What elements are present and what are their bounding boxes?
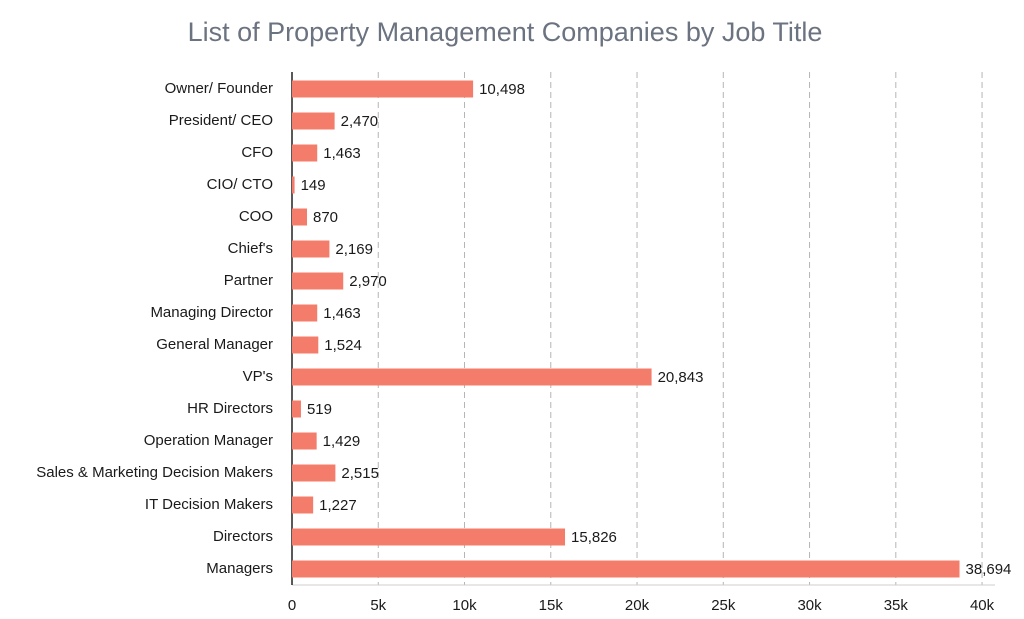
bar [292,464,336,482]
x-tick-label: 10k [452,597,477,614]
data-label: 1,227 [319,497,357,514]
y-tick-label: CFO [241,144,273,161]
data-label: 870 [313,209,338,226]
y-tick-label: President/ CEO [169,112,273,129]
x-tick-label: 0 [288,597,296,614]
data-label: 2,515 [341,465,379,482]
x-tick-label: 40k [970,597,995,614]
y-tick-label: Managing Director [150,304,273,321]
bar [292,528,566,546]
x-tick-label: 25k [711,597,736,614]
bar [292,400,301,418]
bar [292,176,295,194]
y-tick-label: Operation Manager [144,432,273,449]
data-label: 1,429 [323,433,361,450]
x-tick-label: 15k [539,597,564,614]
bar [292,560,960,578]
y-tick-label: Owner/ Founder [165,80,273,97]
y-tick-label: Partner [224,272,273,289]
data-label: 1,463 [323,305,361,322]
data-label: 1,524 [324,337,362,354]
data-label: 2,970 [349,273,387,290]
data-label: 38,694 [966,561,1012,578]
bar [292,144,318,162]
y-tick-label: Managers [206,560,273,577]
chart-title: List of Property Management Companies by… [188,17,823,47]
bar [292,112,335,130]
y-tick-label: COO [239,208,273,225]
y-tick-label: VP's [243,368,273,385]
data-label: 2,470 [341,113,379,130]
data-label: 1,463 [323,145,361,162]
x-tick-label: 5k [370,597,386,614]
data-label: 10,498 [479,81,525,98]
bar [292,208,308,226]
bar [292,272,344,290]
y-tick-label: CIO/ CTO [207,176,273,193]
y-tick-label: Directors [213,528,273,545]
y-tick-label: Sales & Marketing Decision Makers [36,464,273,481]
data-label: 20,843 [658,369,704,386]
y-tick-label: Chief's [228,240,273,257]
bar [292,496,314,514]
x-tick-label: 30k [797,597,822,614]
y-tick-label: IT Decision Makers [145,496,273,513]
data-label: 519 [307,401,332,418]
bar [292,432,317,450]
y-tick-label: General Manager [156,336,273,353]
x-tick-label: 35k [884,597,909,614]
x-tick-label: 20k [625,597,650,614]
bar [292,80,474,98]
bar [292,368,652,386]
data-label: 15,826 [571,529,617,546]
y-tick-label: HR Directors [187,400,273,417]
bar [292,336,319,354]
bar [292,304,318,322]
data-label: 149 [301,177,326,194]
data-label: 2,169 [335,241,373,258]
bar [292,240,330,258]
